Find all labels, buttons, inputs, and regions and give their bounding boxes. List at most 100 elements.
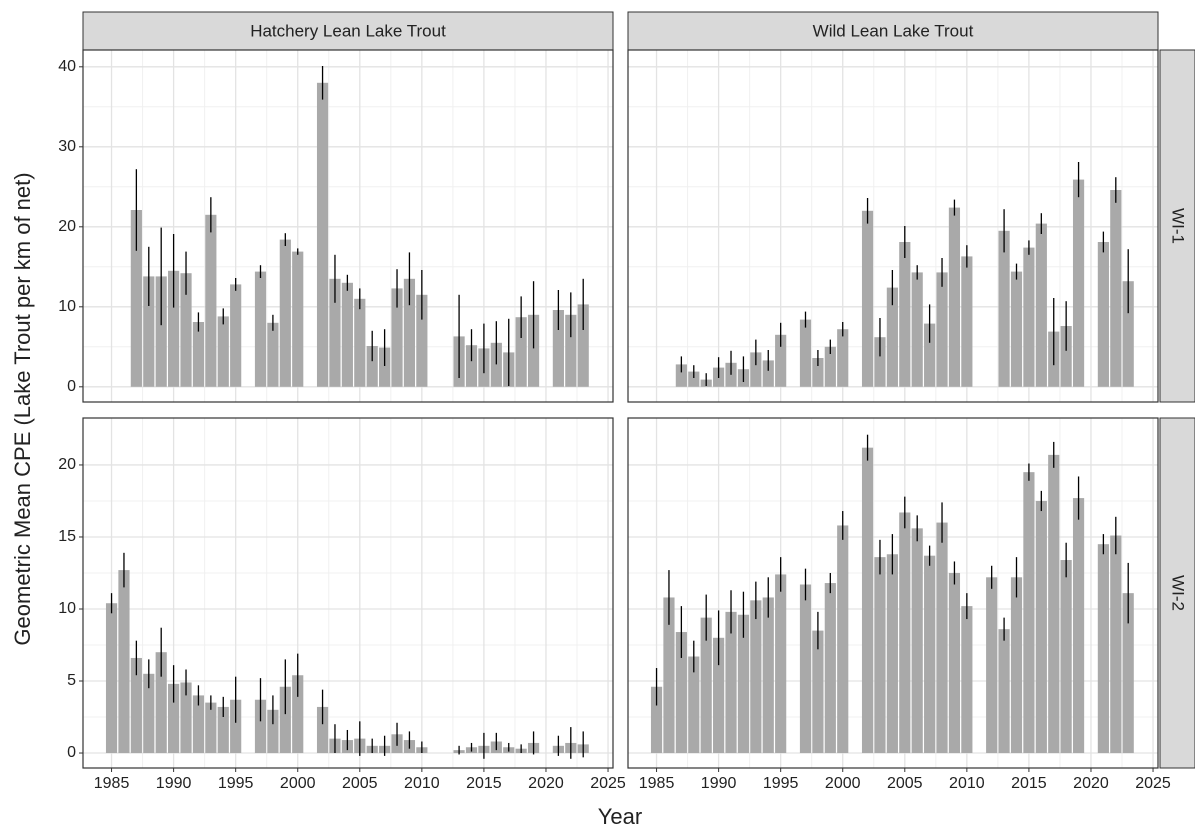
bar bbox=[1023, 472, 1035, 754]
bar bbox=[105, 603, 118, 754]
bar bbox=[1097, 242, 1109, 387]
bar bbox=[465, 345, 478, 387]
bar bbox=[675, 632, 687, 754]
x-tick-label: 2025 bbox=[590, 775, 626, 792]
x-tick-label: 2000 bbox=[825, 775, 861, 792]
bar bbox=[267, 709, 279, 754]
bar bbox=[292, 675, 304, 754]
strip bbox=[1159, 417, 1195, 769]
x-tick-label: 2015 bbox=[466, 775, 502, 792]
bar bbox=[948, 207, 961, 387]
bar bbox=[824, 346, 836, 387]
bar bbox=[192, 322, 205, 387]
bar bbox=[886, 554, 898, 754]
x-tick-label: 1995 bbox=[763, 775, 799, 792]
bar bbox=[775, 334, 787, 387]
bar bbox=[986, 577, 998, 754]
bar bbox=[861, 447, 874, 754]
bar bbox=[403, 278, 416, 387]
bar bbox=[577, 304, 589, 387]
y-tick-label: 15 bbox=[58, 528, 76, 545]
bar bbox=[750, 600, 762, 754]
bar bbox=[292, 251, 304, 387]
bar bbox=[886, 287, 898, 387]
bar bbox=[180, 682, 192, 754]
bar bbox=[130, 210, 142, 387]
bar bbox=[391, 288, 403, 387]
panel-border bbox=[82, 417, 614, 769]
bar bbox=[713, 637, 725, 754]
bar bbox=[1122, 281, 1134, 387]
y-tick-label: 40 bbox=[58, 58, 76, 75]
bar bbox=[924, 555, 936, 754]
bar bbox=[155, 276, 167, 387]
column-label: Hatchery Lean Lake Trout bbox=[250, 21, 446, 40]
x-tick-label: 1990 bbox=[701, 775, 737, 792]
bar bbox=[279, 239, 291, 387]
bar bbox=[700, 617, 712, 754]
bar bbox=[1072, 179, 1085, 387]
bar bbox=[1060, 560, 1072, 754]
bar bbox=[143, 673, 155, 754]
x-tick-label: 2025 bbox=[1135, 775, 1171, 792]
bar bbox=[1097, 544, 1109, 754]
bar bbox=[911, 272, 923, 387]
bar bbox=[1035, 500, 1047, 754]
bar bbox=[799, 319, 812, 387]
panel-border bbox=[627, 49, 1159, 403]
bar bbox=[1110, 535, 1122, 754]
bar bbox=[366, 346, 378, 387]
bar bbox=[899, 242, 911, 387]
bar bbox=[180, 273, 192, 387]
row-label: WI-1 bbox=[1169, 208, 1188, 244]
bar bbox=[192, 695, 205, 754]
x-tick-label: 1995 bbox=[218, 775, 254, 792]
bar bbox=[948, 572, 961, 754]
bar bbox=[205, 214, 217, 387]
bar bbox=[565, 314, 577, 387]
bar bbox=[936, 272, 948, 387]
bar bbox=[688, 371, 700, 387]
bar bbox=[1035, 223, 1047, 387]
bar bbox=[316, 706, 329, 754]
bar bbox=[812, 358, 824, 387]
bar bbox=[762, 597, 774, 754]
bar bbox=[143, 276, 155, 387]
bar bbox=[750, 352, 762, 387]
bar bbox=[279, 686, 291, 754]
bar bbox=[316, 82, 329, 387]
bar bbox=[329, 278, 341, 387]
column-label: Wild Lean Lake Trout bbox=[813, 21, 974, 40]
bar bbox=[1110, 190, 1122, 387]
bar bbox=[1060, 326, 1072, 387]
bar bbox=[837, 525, 849, 754]
bar bbox=[379, 347, 391, 387]
bar bbox=[341, 282, 353, 387]
bar bbox=[254, 699, 267, 754]
bar bbox=[168, 683, 180, 754]
bar bbox=[354, 298, 366, 387]
bar bbox=[861, 210, 874, 387]
x-axis-title: Year bbox=[598, 804, 642, 829]
x-tick-label: 2010 bbox=[949, 775, 985, 792]
bar bbox=[130, 657, 142, 754]
strip bbox=[627, 11, 1159, 51]
bar bbox=[1072, 498, 1085, 754]
y-tick-label: 10 bbox=[58, 600, 76, 617]
x-tick-label: 2005 bbox=[342, 775, 378, 792]
bar bbox=[1048, 454, 1060, 754]
bar bbox=[205, 702, 217, 754]
bar bbox=[1122, 593, 1134, 754]
bar bbox=[552, 310, 564, 387]
bar bbox=[230, 699, 242, 754]
bar bbox=[998, 629, 1010, 754]
bar bbox=[527, 314, 540, 387]
y-tick-label: 0 bbox=[67, 744, 76, 761]
bar bbox=[899, 512, 911, 754]
bar bbox=[267, 322, 279, 387]
x-tick-label: 2015 bbox=[1011, 775, 1047, 792]
bar bbox=[737, 614, 750, 754]
y-tick-label: 20 bbox=[58, 456, 76, 473]
bar bbox=[924, 323, 936, 387]
